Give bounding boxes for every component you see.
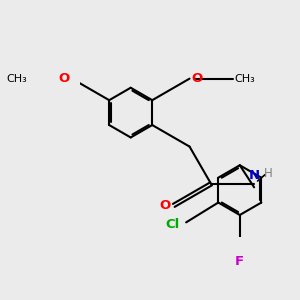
- Text: O: O: [192, 72, 203, 85]
- Text: N: N: [249, 169, 260, 182]
- Text: O: O: [58, 72, 70, 85]
- Text: CH₃: CH₃: [234, 74, 255, 84]
- Text: CH₃: CH₃: [7, 74, 27, 84]
- Text: Cl: Cl: [165, 218, 179, 231]
- Text: H: H: [264, 167, 273, 180]
- Text: O: O: [160, 199, 171, 212]
- Text: F: F: [235, 255, 244, 268]
